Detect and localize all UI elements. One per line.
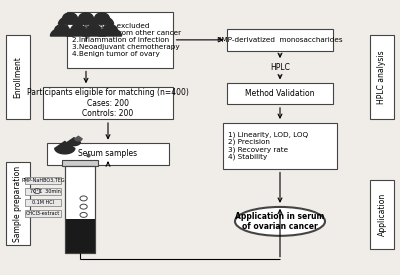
Text: Method Validation: Method Validation xyxy=(245,89,315,98)
Circle shape xyxy=(87,25,101,35)
Wedge shape xyxy=(82,28,106,36)
FancyBboxPatch shape xyxy=(370,180,394,249)
Text: CHCl3-extract: CHCl3-extract xyxy=(26,211,60,216)
Text: PMP-derivatized  monosaccharides: PMP-derivatized monosaccharides xyxy=(217,37,343,43)
Wedge shape xyxy=(50,28,74,36)
Circle shape xyxy=(103,25,117,35)
FancyBboxPatch shape xyxy=(25,210,61,217)
Text: Sample preparation: Sample preparation xyxy=(14,166,22,241)
Circle shape xyxy=(71,25,85,35)
Wedge shape xyxy=(58,16,82,24)
Polygon shape xyxy=(55,141,75,154)
Text: Serum samples: Serum samples xyxy=(78,150,138,158)
Text: HPLC: HPLC xyxy=(270,63,290,72)
FancyBboxPatch shape xyxy=(62,160,98,166)
Text: Enrollment: Enrollment xyxy=(14,56,22,98)
FancyBboxPatch shape xyxy=(25,199,61,206)
Wedge shape xyxy=(66,28,90,36)
Wedge shape xyxy=(98,28,122,36)
Wedge shape xyxy=(90,16,114,24)
FancyBboxPatch shape xyxy=(47,143,169,165)
FancyBboxPatch shape xyxy=(227,82,333,104)
FancyBboxPatch shape xyxy=(43,87,173,119)
Text: Application in serum
of ovarian cancer: Application in serum of ovarian cancer xyxy=(235,212,325,231)
Text: 1) Linearity, LOD, LOQ
2) Precision
3) Recovery rate
4) Stability: 1) Linearity, LOD, LOQ 2) Precision 3) R… xyxy=(228,131,308,160)
Text: Participants eligible for matching (n=400)
Cases: 200
Controls: 200: Participants eligible for matching (n=40… xyxy=(27,88,189,118)
Text: PMP-NaHBO3,TEG: PMP-NaHBO3,TEG xyxy=(21,178,65,183)
Circle shape xyxy=(95,13,109,23)
Circle shape xyxy=(63,13,77,23)
Text: 70°C  30min: 70°C 30min xyxy=(30,189,60,194)
FancyBboxPatch shape xyxy=(67,12,173,68)
Ellipse shape xyxy=(235,207,325,236)
Text: HPLC analysis: HPLC analysis xyxy=(378,50,386,104)
FancyBboxPatch shape xyxy=(65,219,95,253)
FancyBboxPatch shape xyxy=(6,35,30,119)
Text: Participants excluded
1. Suffering from other cancer
2.Inflammation of infection: Participants excluded 1. Suffering from … xyxy=(72,23,181,57)
Polygon shape xyxy=(75,136,82,141)
FancyBboxPatch shape xyxy=(25,188,61,195)
Text: 0.1M HCl: 0.1M HCl xyxy=(32,200,54,205)
FancyBboxPatch shape xyxy=(370,35,394,119)
Circle shape xyxy=(55,25,69,35)
FancyBboxPatch shape xyxy=(6,162,30,245)
Text: Application: Application xyxy=(378,193,386,236)
FancyBboxPatch shape xyxy=(223,123,337,169)
FancyBboxPatch shape xyxy=(227,29,333,51)
FancyBboxPatch shape xyxy=(25,177,61,184)
FancyBboxPatch shape xyxy=(65,166,95,253)
Polygon shape xyxy=(68,138,80,146)
Wedge shape xyxy=(74,16,98,24)
Circle shape xyxy=(79,13,93,23)
